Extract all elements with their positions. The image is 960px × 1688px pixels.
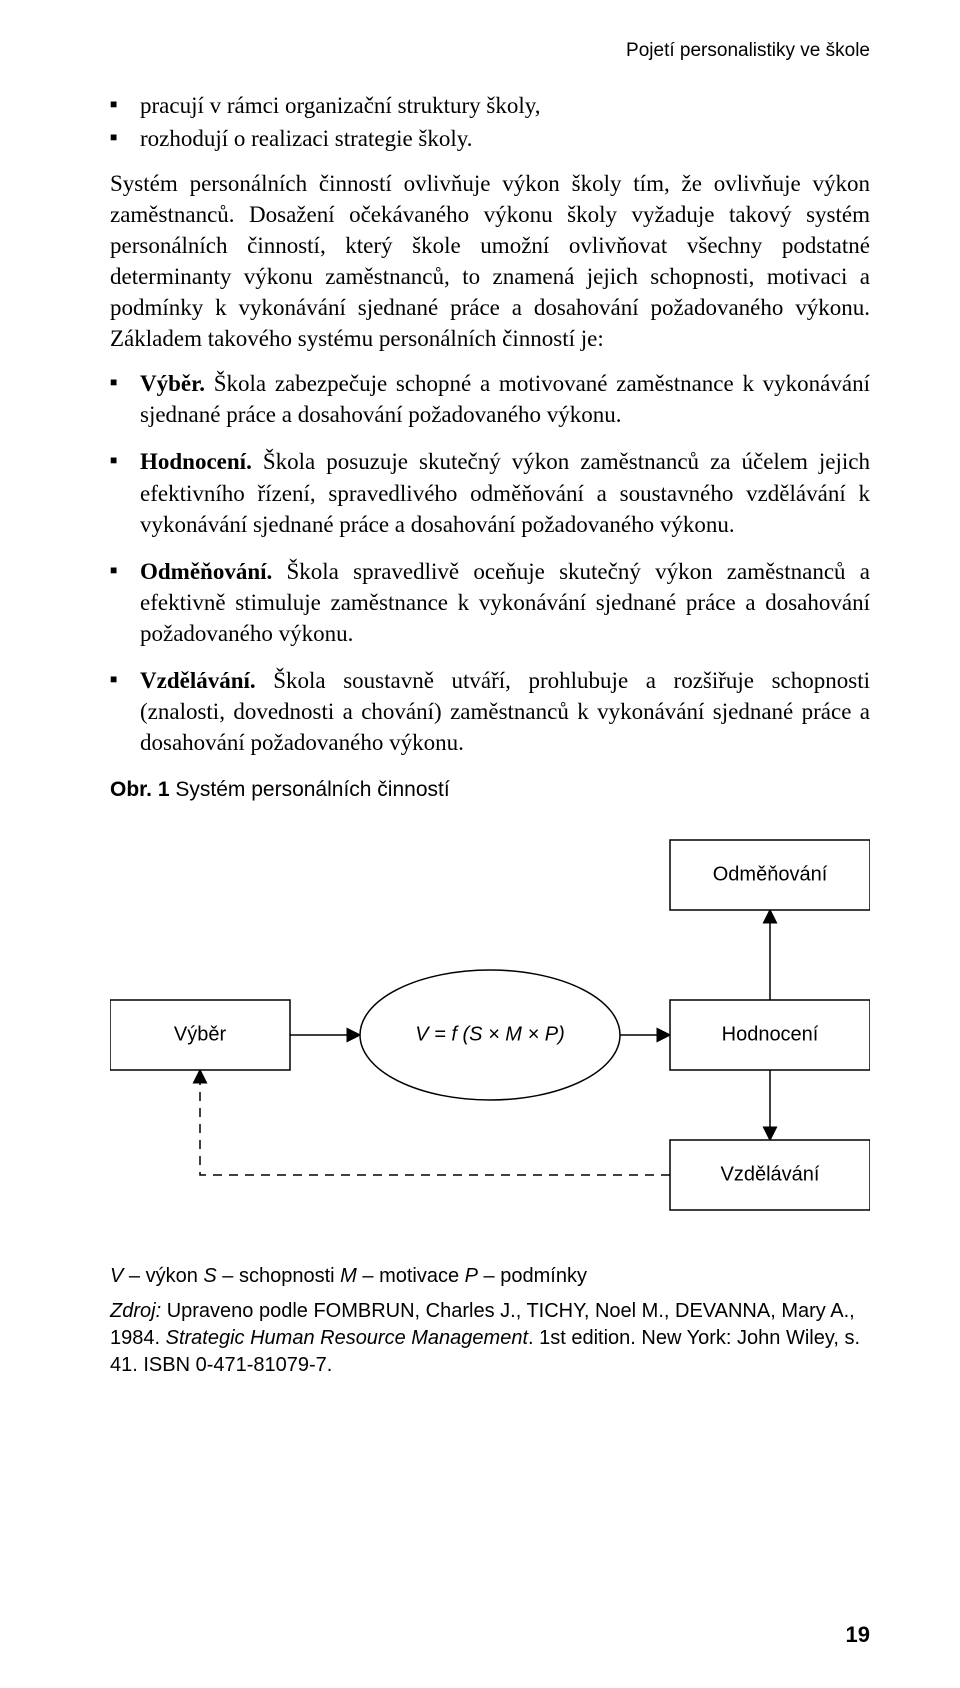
definition-list: Výběr. Škola zabezpečuje schopné a motiv…	[110, 368, 870, 758]
term: Hodnocení.	[140, 449, 252, 474]
intro-bullets: pracují v rámci organizační struktury šk…	[110, 90, 870, 154]
source-title: Strategic Human Resource Management	[166, 1327, 528, 1349]
term-text: Škola zabezpečuje schopné a motivované z…	[140, 371, 870, 427]
source-prefix: Zdroj:	[110, 1300, 167, 1322]
running-header: Pojetí personalistiky ve škole	[110, 40, 870, 62]
svg-text:Výběr: Výběr	[174, 1023, 227, 1045]
svg-text:Hodnocení: Hodnocení	[722, 1023, 819, 1045]
term: Odměňování.	[140, 559, 272, 584]
list-item: Vzdělávání. Škola soustavně utváří, proh…	[110, 665, 870, 758]
figure-source: Zdroj: Upraveno podle FOMBRUN, Charles J…	[110, 1298, 870, 1379]
caption-label: Obr. 1	[110, 778, 170, 801]
svg-text:V = f (S × M × P): V = f (S × M × P)	[415, 1023, 565, 1045]
list-item: Hodnocení. Škola posuzuje skutečný výkon…	[110, 446, 870, 539]
figure-caption: Obr. 1 Systém personálních činností	[110, 778, 870, 802]
term: Vzdělávání.	[140, 668, 256, 693]
term: Výběr.	[140, 371, 205, 396]
diagram-legend: V – výkon S – schopnosti M – motivace P …	[110, 1265, 870, 1288]
page-number: 19	[846, 1622, 870, 1648]
list-item: Výběr. Škola zabezpečuje schopné a motiv…	[110, 368, 870, 430]
list-item: pracují v rámci organizační struktury šk…	[110, 90, 870, 121]
svg-text:Vzdělávání: Vzdělávání	[721, 1163, 820, 1185]
flowchart-diagram: Výběr V = f (S × M × P) Odměňování Hodnocen…	[110, 820, 870, 1250]
list-item: Odměňování. Škola spravedlivě oceňuje sk…	[110, 556, 870, 649]
caption-text: Systém personálních činností	[170, 778, 450, 801]
paragraph: Systém personálních činností ovlivňuje v…	[110, 168, 870, 354]
svg-text:Odměňování: Odměňování	[713, 863, 828, 885]
list-item: rozhodují o realizaci strategie školy.	[110, 123, 870, 154]
